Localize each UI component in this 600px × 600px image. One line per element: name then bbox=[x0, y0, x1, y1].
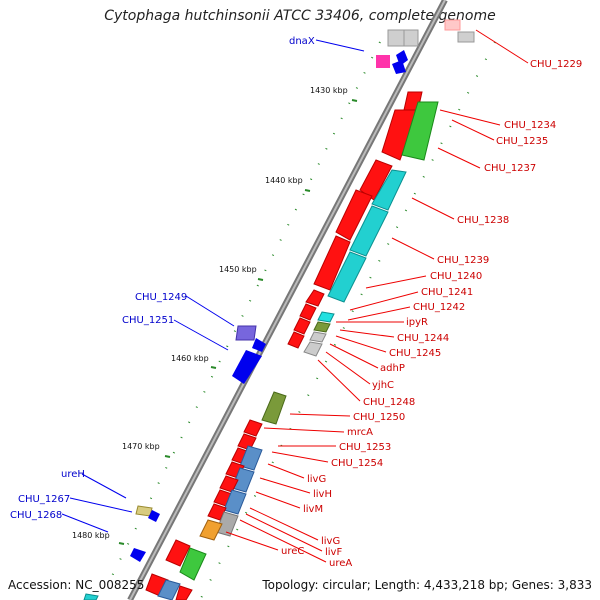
gene-feature bbox=[371, 169, 407, 211]
scale-tick-track-right bbox=[199, 41, 496, 600]
gene-forward bbox=[287, 331, 305, 349]
gene-label-left: dnaX bbox=[289, 36, 315, 47]
gene-feature bbox=[239, 445, 263, 471]
gene-feature bbox=[444, 19, 461, 31]
right-leader-lines bbox=[225, 29, 529, 563]
gene-label-right: livG bbox=[321, 536, 340, 547]
scale-label: 1460 kbp bbox=[171, 354, 209, 363]
gene-label-left: CHU_1251 bbox=[122, 315, 174, 326]
gene-forward bbox=[243, 419, 263, 437]
gene-feature bbox=[199, 519, 223, 541]
gene-label-right: adhP bbox=[380, 363, 405, 374]
gene-reverse bbox=[232, 350, 262, 384]
scale-tick bbox=[351, 99, 358, 102]
gene-label-right: CHU_1239 bbox=[437, 255, 489, 266]
gene-reverse bbox=[252, 338, 266, 352]
gene-feature bbox=[235, 325, 257, 341]
gene-label-right: CHU_1237 bbox=[484, 163, 536, 174]
figure-title: Cytophaga hutchinsonii ATCC 33406, compl… bbox=[104, 8, 496, 24]
gene-label-right: CHU_1244 bbox=[397, 333, 449, 344]
gene-feature bbox=[135, 505, 153, 517]
gene-label-right: CHU_1245 bbox=[389, 348, 441, 359]
scale-tick bbox=[304, 189, 311, 192]
genome-backbone-highlight bbox=[129, 0, 446, 600]
gene-label-left: CHU_1249 bbox=[135, 292, 187, 303]
gene-forward bbox=[299, 303, 317, 321]
gene-label-right: livF bbox=[325, 547, 342, 558]
scale-tick bbox=[257, 278, 264, 281]
gene-label-right: CHU_1253 bbox=[339, 442, 391, 453]
rna-feature bbox=[401, 101, 439, 161]
scale-label: 1450 kbp bbox=[219, 265, 257, 274]
gene-label-right: CHU_1254 bbox=[331, 458, 383, 469]
gene-reverse bbox=[392, 60, 406, 74]
scale-tick bbox=[118, 542, 125, 545]
gene-feature bbox=[327, 251, 367, 303]
gene-label-right: ureC bbox=[281, 546, 304, 557]
gene-label-right: livM bbox=[303, 504, 323, 515]
gene-feature bbox=[157, 579, 181, 600]
gene-forward bbox=[305, 289, 325, 307]
gene-label-right: mrcA bbox=[347, 427, 373, 438]
gene-feature bbox=[317, 311, 335, 323]
gene-label-right: CHU_1234 bbox=[504, 120, 556, 131]
scale-tick-track-left bbox=[109, 41, 381, 581]
gene-label-right: ipyR bbox=[406, 317, 428, 328]
gene-forward bbox=[207, 503, 227, 521]
gene-feature bbox=[261, 391, 287, 425]
gene-label-right: CHU_1248 bbox=[363, 397, 415, 408]
gene-label-right: livG bbox=[307, 474, 326, 485]
scale-label: 1430 kbp bbox=[310, 86, 348, 95]
gene-feature bbox=[303, 341, 323, 357]
gene-label-right: CHU_1229 bbox=[530, 59, 582, 70]
gene-feature bbox=[376, 55, 390, 68]
gene-feature bbox=[349, 205, 389, 257]
gene-forward bbox=[335, 189, 373, 241]
gene-feature bbox=[457, 31, 475, 43]
gene-label-right: livH bbox=[313, 489, 332, 500]
topology-label: Topology: circular; Length: 4,433,218 bp… bbox=[262, 578, 592, 592]
gene-label-left: ureH bbox=[61, 469, 85, 480]
gene-label-right: CHU_1250 bbox=[353, 412, 405, 423]
rna-feature bbox=[179, 547, 207, 581]
gene-label-left: CHU_1268 bbox=[10, 510, 62, 521]
gene-forward bbox=[175, 585, 193, 600]
gene-reverse bbox=[130, 548, 146, 562]
scale-label: 1480 kbp bbox=[72, 531, 110, 540]
gene-label-right: CHU_1238 bbox=[457, 215, 509, 226]
scale-tick bbox=[210, 366, 217, 369]
gene-feature bbox=[83, 593, 99, 600]
gene-label-right: ureA bbox=[329, 558, 352, 569]
gene-forward bbox=[219, 475, 239, 493]
gene-forward bbox=[293, 317, 311, 335]
gene-feature bbox=[403, 29, 419, 47]
gene-reverse bbox=[148, 510, 160, 522]
gene-feature bbox=[223, 489, 247, 515]
gene-label-right: CHU_1241 bbox=[421, 287, 473, 298]
scale-label: 1440 kbp bbox=[265, 176, 303, 185]
gene-label-right: yjhC bbox=[372, 380, 394, 391]
gene-forward bbox=[313, 235, 351, 291]
left-leader-lines bbox=[61, 39, 365, 533]
accession-label: Accession: NC_008255 bbox=[8, 578, 145, 592]
gene-label-right: CHU_1235 bbox=[496, 136, 548, 147]
gene-forward bbox=[165, 539, 191, 567]
scale-tick bbox=[164, 455, 171, 458]
gene-label-right: CHU_1240 bbox=[430, 271, 482, 282]
gene-label-right: CHU_1242 bbox=[413, 302, 465, 313]
gene-feature bbox=[309, 331, 327, 343]
gene-feature bbox=[313, 321, 331, 333]
gene-forward bbox=[381, 109, 419, 161]
scale-label: 1470 kbp bbox=[122, 442, 160, 451]
gene-label-left: CHU_1267 bbox=[18, 494, 70, 505]
